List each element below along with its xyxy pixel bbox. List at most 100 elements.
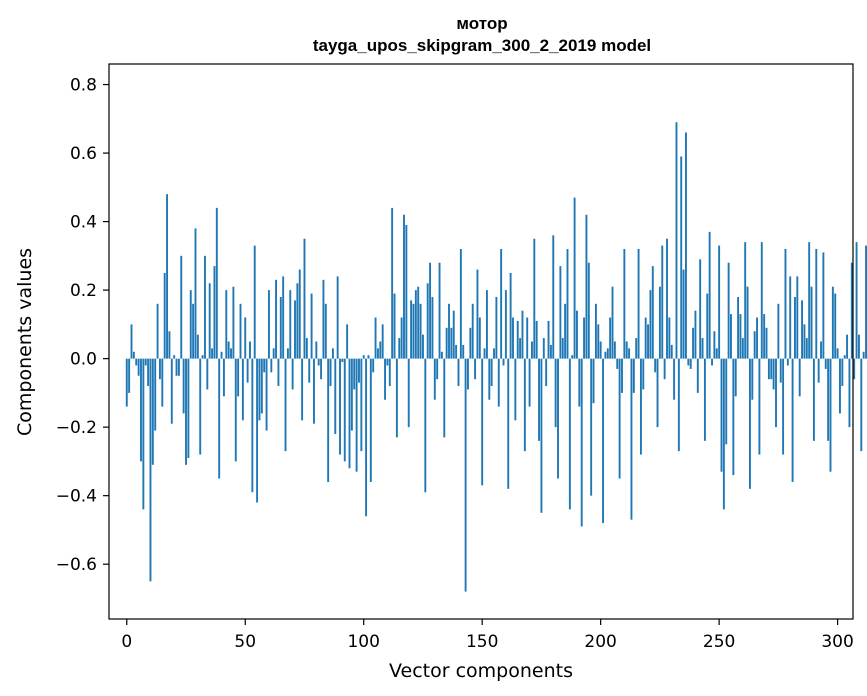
bar bbox=[208, 283, 211, 359]
bar bbox=[232, 286, 235, 359]
bar bbox=[706, 293, 709, 359]
bar bbox=[140, 358, 142, 462]
y-tick-label: 0.2 bbox=[70, 281, 97, 301]
bar bbox=[384, 358, 386, 400]
bar bbox=[369, 358, 372, 482]
bar bbox=[386, 358, 389, 366]
bar bbox=[410, 300, 413, 359]
bar bbox=[656, 358, 659, 428]
bar bbox=[422, 334, 424, 359]
x-tick-label: 50 bbox=[234, 632, 256, 652]
bar bbox=[471, 303, 474, 359]
bar bbox=[317, 358, 320, 366]
bar bbox=[512, 317, 514, 359]
bar bbox=[779, 358, 782, 383]
bar bbox=[782, 358, 785, 455]
bar bbox=[436, 358, 439, 380]
x-axis-ticks: 0 50 100 150 200 250 300 bbox=[121, 619, 854, 652]
bar bbox=[661, 245, 664, 359]
bar bbox=[670, 344, 673, 359]
bar bbox=[199, 358, 202, 455]
bar bbox=[298, 269, 301, 359]
bar bbox=[329, 358, 332, 387]
bar bbox=[400, 317, 403, 359]
bar bbox=[625, 341, 628, 359]
bar bbox=[303, 238, 306, 359]
bar bbox=[528, 358, 531, 407]
bar bbox=[805, 338, 808, 359]
bar bbox=[493, 348, 495, 359]
bar bbox=[149, 358, 152, 582]
bar bbox=[606, 348, 609, 359]
bar bbox=[760, 242, 763, 359]
bar bbox=[253, 245, 256, 359]
bar bbox=[158, 358, 161, 380]
bar bbox=[746, 286, 749, 359]
bar bbox=[246, 358, 249, 383]
bar bbox=[320, 358, 323, 380]
bar bbox=[180, 255, 183, 359]
bar bbox=[161, 358, 164, 407]
bar bbox=[258, 358, 261, 421]
bar bbox=[644, 317, 647, 359]
bar bbox=[526, 317, 529, 359]
bar bbox=[727, 262, 730, 359]
bar bbox=[587, 262, 590, 359]
bar bbox=[277, 358, 280, 387]
y-tick-label: 0.0 bbox=[70, 350, 97, 370]
bar bbox=[272, 348, 275, 359]
bar bbox=[841, 358, 844, 387]
bar bbox=[635, 338, 638, 359]
bar bbox=[862, 351, 865, 359]
bar bbox=[628, 348, 631, 359]
bar bbox=[218, 358, 221, 479]
bar bbox=[182, 358, 185, 414]
bar bbox=[324, 303, 327, 359]
bar bbox=[765, 327, 768, 359]
bar bbox=[763, 314, 766, 359]
bar bbox=[642, 358, 645, 390]
bar bbox=[786, 358, 789, 366]
bar bbox=[530, 341, 533, 359]
bar bbox=[483, 348, 486, 359]
bar bbox=[414, 290, 417, 359]
bar bbox=[260, 358, 263, 414]
bar bbox=[424, 358, 427, 493]
bar bbox=[429, 262, 432, 359]
bar bbox=[722, 358, 725, 510]
y-tick-label: −0.6 bbox=[56, 555, 97, 575]
bar bbox=[457, 358, 460, 387]
bar bbox=[658, 286, 661, 359]
bar bbox=[391, 207, 394, 359]
bar bbox=[552, 235, 555, 359]
bar bbox=[130, 324, 133, 359]
bar bbox=[554, 358, 557, 428]
bar bbox=[251, 358, 254, 493]
bar bbox=[403, 214, 405, 359]
bar bbox=[611, 286, 614, 359]
bar bbox=[497, 358, 500, 407]
bar bbox=[509, 272, 512, 359]
bar bbox=[346, 324, 349, 359]
bar bbox=[703, 358, 706, 441]
bar bbox=[289, 290, 292, 359]
bar bbox=[829, 358, 832, 472]
bar bbox=[777, 303, 780, 359]
bar bbox=[720, 358, 723, 472]
plot-frame bbox=[108, 63, 854, 620]
bar bbox=[519, 338, 522, 359]
bar bbox=[685, 132, 687, 359]
bar bbox=[680, 156, 683, 359]
bar bbox=[450, 327, 453, 359]
x-tick-label: 150 bbox=[466, 632, 498, 652]
bar bbox=[718, 245, 721, 359]
y-axis-ticks: −0.6 −0.4 −0.2 0.0 0.2 0.4 0.6 0.8 bbox=[56, 76, 109, 575]
bar bbox=[151, 358, 154, 465]
bar bbox=[490, 358, 493, 387]
bar bbox=[154, 358, 157, 431]
bar bbox=[215, 207, 218, 359]
bar bbox=[474, 358, 477, 380]
bar bbox=[201, 355, 204, 359]
bar bbox=[175, 358, 178, 376]
bar bbox=[715, 348, 718, 359]
